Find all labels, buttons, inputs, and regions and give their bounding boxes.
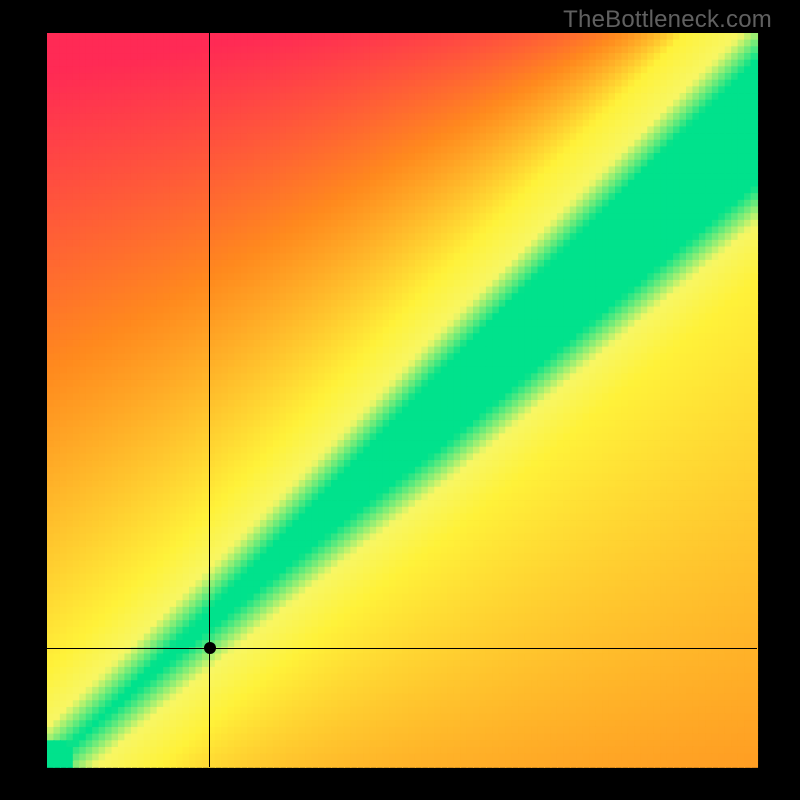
plot-border (0, 0, 800, 800)
watermark-text: TheBottleneck.com (563, 6, 772, 34)
crosshair-vertical (209, 33, 210, 767)
crosshair-marker[interactable] (204, 642, 216, 654)
crosshair-horizontal (47, 648, 757, 649)
chart-container: { "watermark": { "text": "TheBottleneck.… (0, 0, 800, 800)
